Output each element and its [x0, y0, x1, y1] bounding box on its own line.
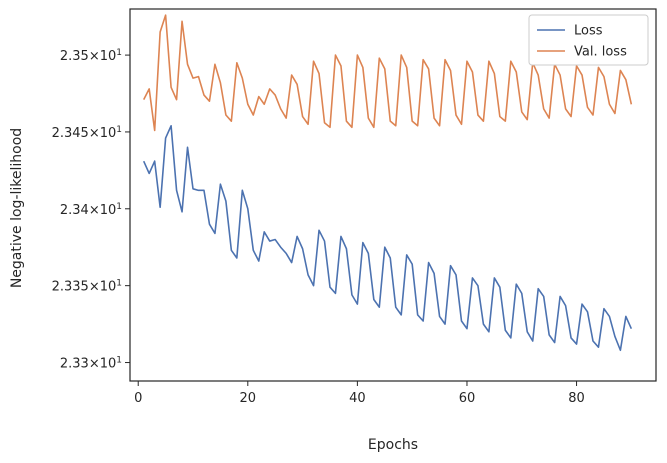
plot-frame	[129, 8, 657, 382]
series-line-val-loss	[142, 14, 633, 132]
y-tick-label: 2.33×101	[60, 356, 122, 372]
legend-label-loss: Loss	[574, 24, 603, 39]
y-tick-label: 2.345×101	[52, 125, 122, 141]
y-tick-label: 2.34×101	[60, 202, 122, 218]
x-tick-label: 80	[568, 391, 585, 406]
y-tick-label: 2.335×101	[52, 279, 122, 295]
x-axis: 0 20 40 60 80	[134, 381, 585, 406]
x-tick-label: 0	[134, 391, 142, 406]
legend: Loss Val. loss	[528, 14, 649, 66]
plot-lines	[142, 14, 633, 352]
y-axis-label: Negative log-likelihood	[9, 128, 25, 288]
x-tick-label: 20	[240, 391, 257, 406]
y-axis: 2.33×101 2.335×101 2.34×101 2.345×101 2.35×1…	[52, 48, 130, 372]
legend-label-val-loss: Val. loss	[574, 45, 627, 60]
legend-box	[528, 14, 649, 66]
x-tick-label: 40	[349, 391, 366, 406]
x-tick-label: 60	[459, 391, 476, 406]
series-line-loss	[142, 124, 633, 352]
x-axis-label: Epochs	[368, 437, 418, 453]
y-tick-label: 2.35×101	[60, 48, 122, 64]
